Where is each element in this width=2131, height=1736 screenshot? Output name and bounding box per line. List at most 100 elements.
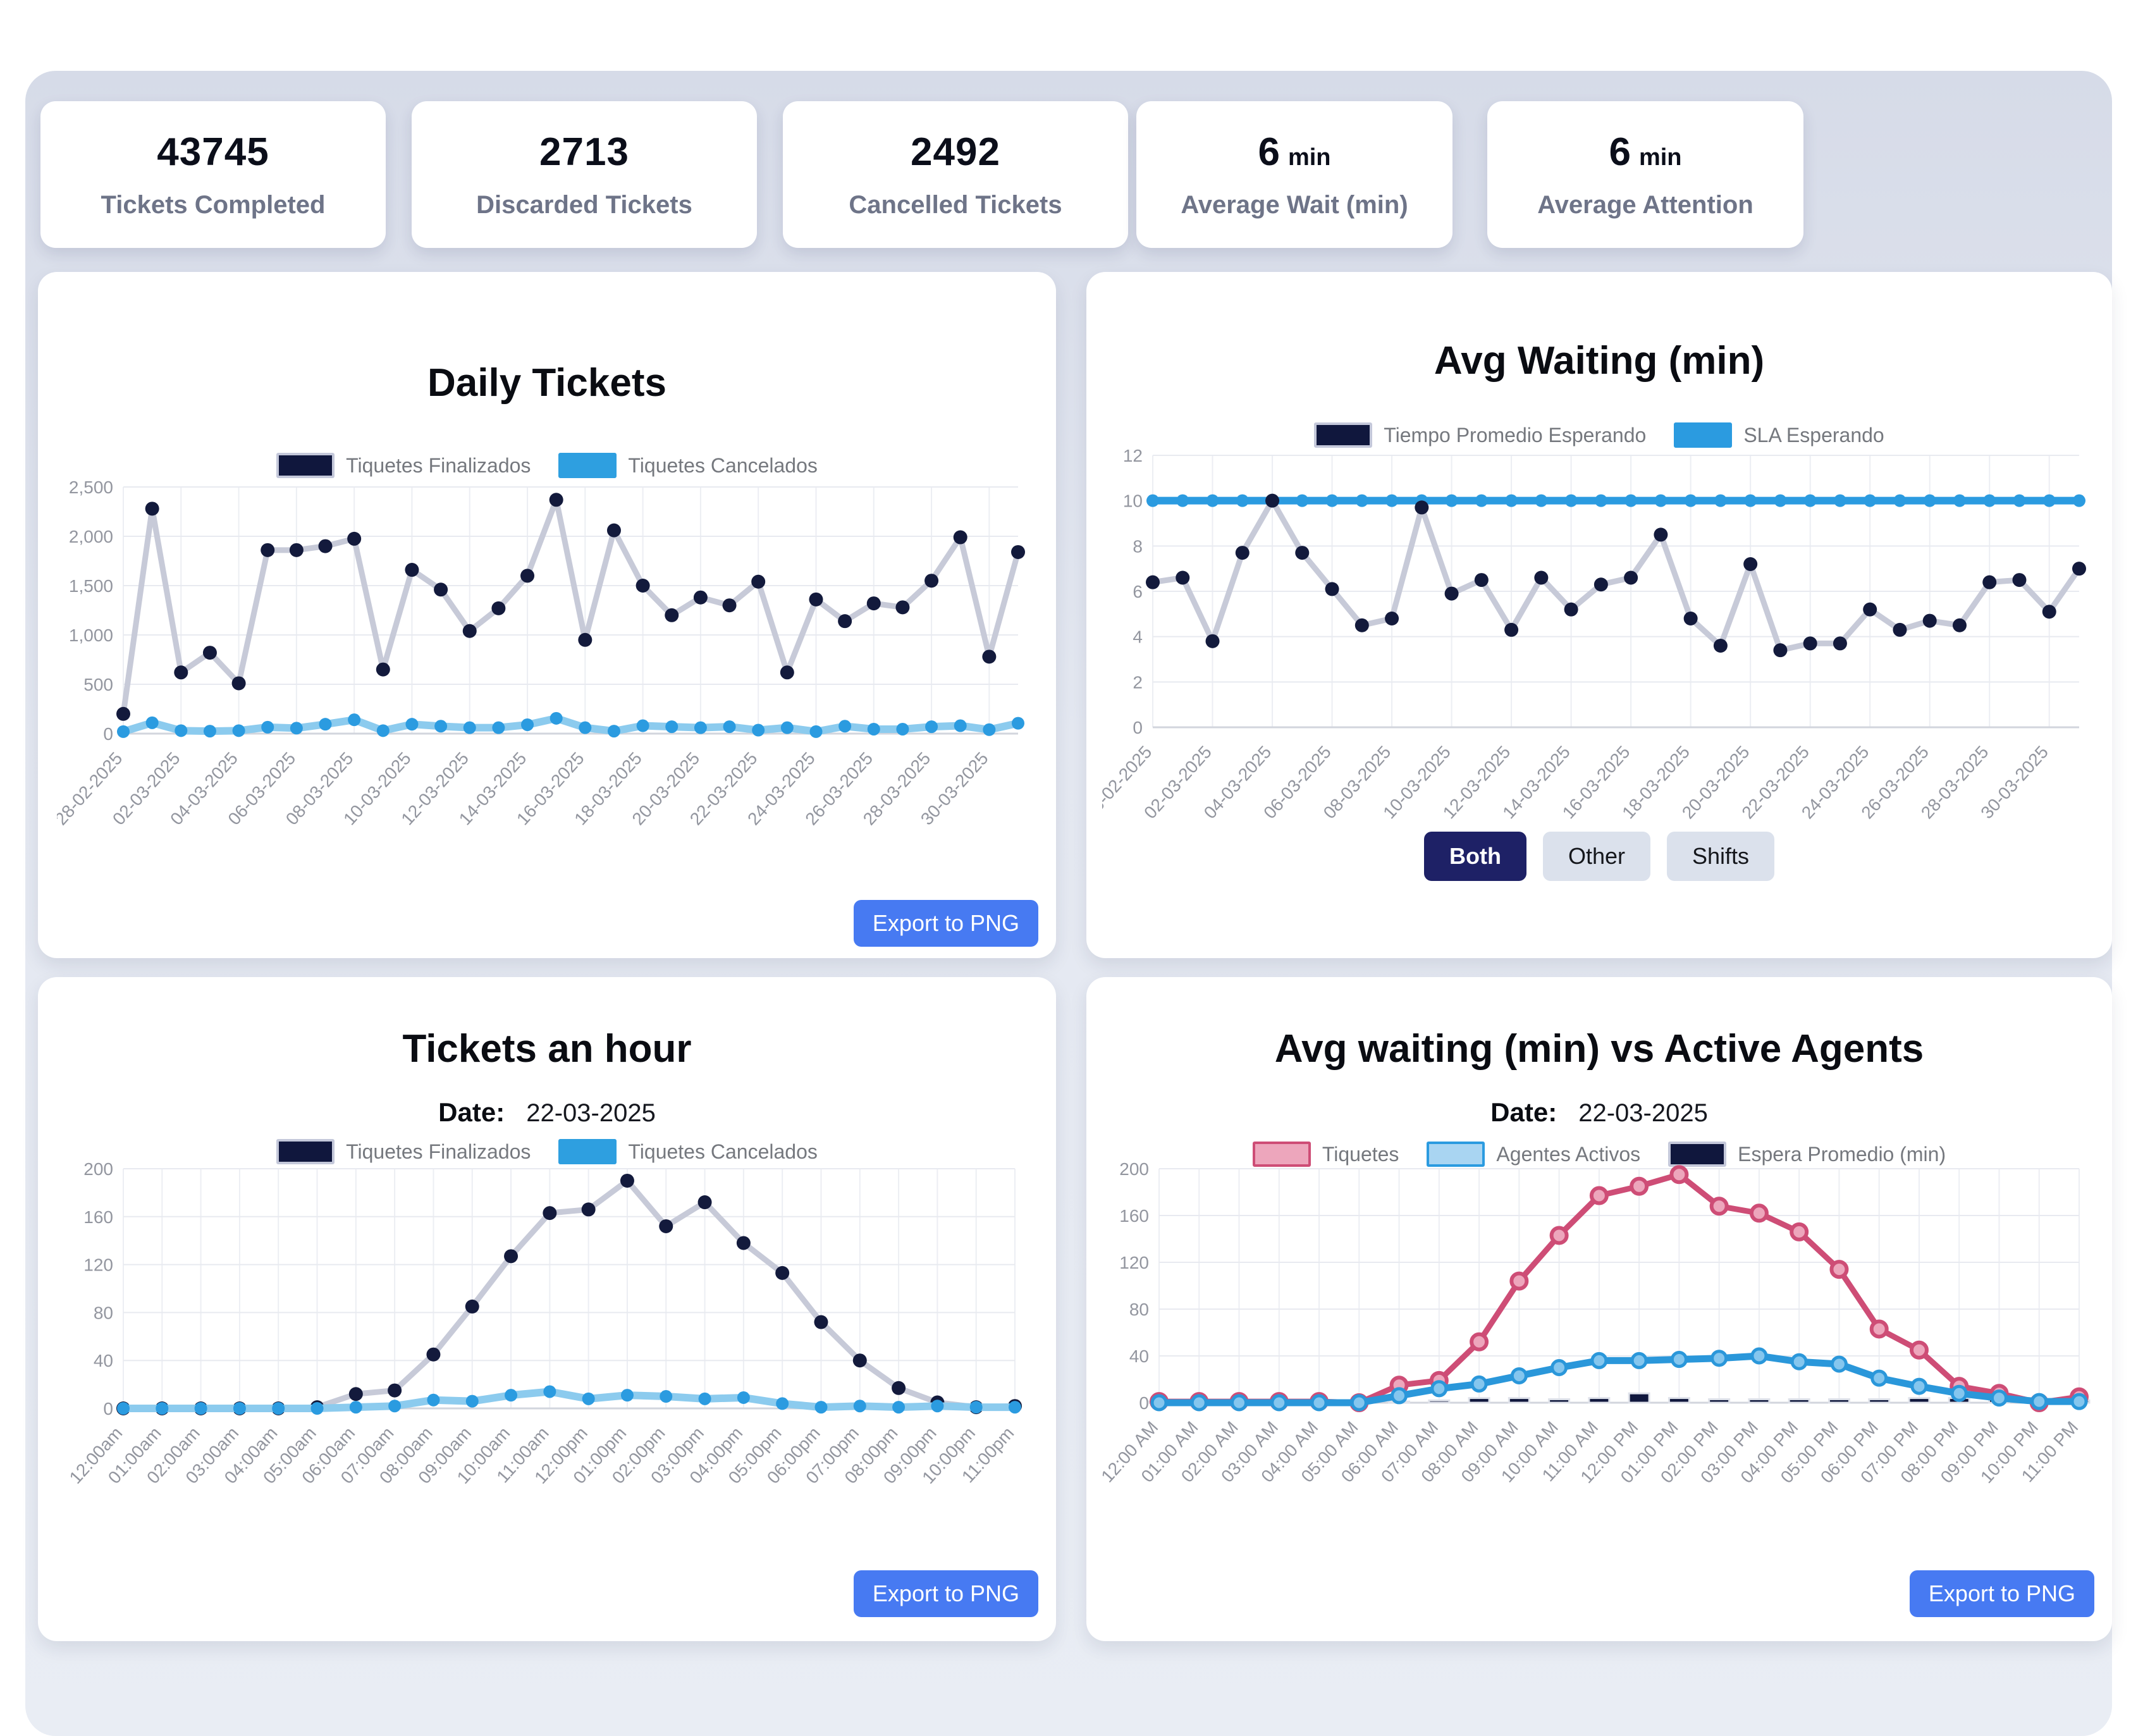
bar: [1428, 1399, 1451, 1404]
data-point: [319, 718, 332, 731]
data-point: [318, 539, 333, 553]
data-point: [549, 493, 563, 507]
legend-item[interactable]: Tiquetes Cancelados: [558, 453, 818, 478]
data-point: [1923, 494, 1936, 507]
filter-both-button[interactable]: Both: [1423, 832, 1526, 881]
data-point: [504, 1249, 519, 1264]
data-point: [780, 721, 794, 734]
filter-shifts-button[interactable]: Shifts: [1666, 832, 1775, 881]
series-tiquetes-finalizados: [116, 493, 1025, 721]
legend-item[interactable]: Tiquetes Finalizados: [276, 1139, 531, 1164]
legend-item[interactable]: SLA Esperando: [1674, 422, 1884, 448]
data-point: [1670, 1351, 1688, 1369]
data-point: [723, 720, 736, 734]
data-point: [1983, 494, 1996, 507]
data-point: [347, 531, 362, 546]
data-point: [550, 711, 563, 725]
data-point: [1176, 570, 1190, 585]
stat-label: Discarded Tickets: [476, 191, 692, 219]
data-point: [2012, 573, 2027, 588]
data-point: [1509, 1271, 1529, 1291]
data-point: [698, 1392, 711, 1405]
data-point: [867, 722, 880, 736]
series-line: [120, 1388, 1019, 1412]
data-point: [1474, 573, 1489, 588]
legend-swatch: [276, 1139, 335, 1164]
data-point: [620, 1389, 634, 1402]
legend-item[interactable]: Agentes Activos: [1427, 1142, 1640, 1167]
y-axis-labels: 0 2 4 6 8 10 12: [1123, 446, 1143, 737]
data-point: [1654, 494, 1667, 507]
data-point: [1910, 1377, 1928, 1395]
series-agentes-activos: [1150, 1347, 2088, 1412]
bar: [1548, 1398, 1571, 1404]
stat-card-average-attention: 6 min Average Attention: [1487, 101, 1803, 248]
data-point: [620, 1173, 634, 1188]
data-point: [1990, 1389, 2008, 1407]
data-point: [1710, 1350, 1728, 1367]
bar: [1908, 1397, 1931, 1404]
bar: [1868, 1398, 1891, 1404]
legend-swatch: [558, 1139, 617, 1164]
data-point: [838, 720, 852, 733]
data-point: [505, 1389, 518, 1402]
data-point: [1535, 494, 1548, 507]
data-point: [814, 1401, 828, 1414]
filter-other-button[interactable]: Other: [1542, 832, 1650, 881]
data-point: [1475, 494, 1488, 507]
legend-label: Espera Promedio (min): [1738, 1142, 1946, 1166]
data-point: [272, 1402, 285, 1415]
y-tick-label: 8: [1133, 536, 1143, 556]
data-point: [954, 719, 967, 732]
data-point: [1922, 613, 1937, 628]
legend-item[interactable]: Tiquetes Finalizados: [276, 453, 531, 478]
data-point: [174, 665, 188, 680]
data-point: [290, 722, 303, 735]
data-point: [1510, 1367, 1528, 1384]
data-point: [895, 600, 910, 615]
bar: [1827, 1398, 1850, 1404]
data-point: [751, 574, 766, 589]
y-tick-label: 4: [1133, 627, 1143, 647]
export-png-button[interactable]: Export to PNG: [1909, 1570, 2094, 1617]
grid: [123, 486, 1018, 735]
data-point: [232, 724, 245, 737]
legend-item[interactable]: Espera Promedio (min): [1668, 1142, 1946, 1167]
data-point: [1950, 1384, 1968, 1402]
y-tick-label: 12: [1123, 446, 1143, 465]
export-png-button[interactable]: Export to PNG: [853, 900, 1038, 947]
tickets-an-hour-card: Tickets an hour Date: 22-03-2025 Tiquete…: [38, 977, 1056, 1641]
data-point: [1355, 494, 1368, 507]
data-point: [1009, 1401, 1021, 1414]
legend-label: Tiquetes Finalizados: [346, 453, 531, 477]
y-tick-label: 1,500: [69, 576, 113, 596]
bar: [1628, 1392, 1650, 1404]
data-point: [1833, 636, 1847, 651]
bar: [1788, 1398, 1810, 1404]
data-point: [1415, 500, 1429, 515]
legend-item[interactable]: Tiquetes: [1252, 1142, 1399, 1167]
legend-item[interactable]: Tiempo Promedio Esperando: [1314, 422, 1646, 448]
bar: [1667, 1397, 1690, 1404]
data-point: [2042, 494, 2056, 507]
data-point: [388, 1400, 402, 1413]
data-point: [1146, 575, 1160, 589]
data-point: [1589, 1186, 1609, 1205]
data-point: [289, 543, 304, 557]
legend-swatch: [1674, 422, 1733, 448]
date-value: 22-03-2025: [1578, 1099, 1708, 1127]
data-point: [1654, 527, 1668, 542]
data-point: [1869, 1319, 1889, 1339]
stat-label: Average Attention: [1537, 191, 1753, 219]
x-axis-labels: 28-02-202502-03-202504-03-202506-03-2025…: [57, 748, 992, 828]
chart-title: Tickets an hour: [402, 1027, 692, 1071]
data-point: [1504, 622, 1519, 637]
data-point: [1829, 1260, 1849, 1279]
legend-item[interactable]: Tiquetes Cancelados: [558, 1139, 818, 1164]
export-png-button[interactable]: Export to PNG: [853, 1570, 1038, 1617]
data-point: [348, 713, 361, 727]
data-point: [896, 722, 909, 736]
data-point: [465, 1394, 479, 1408]
series-line: [120, 714, 1022, 736]
